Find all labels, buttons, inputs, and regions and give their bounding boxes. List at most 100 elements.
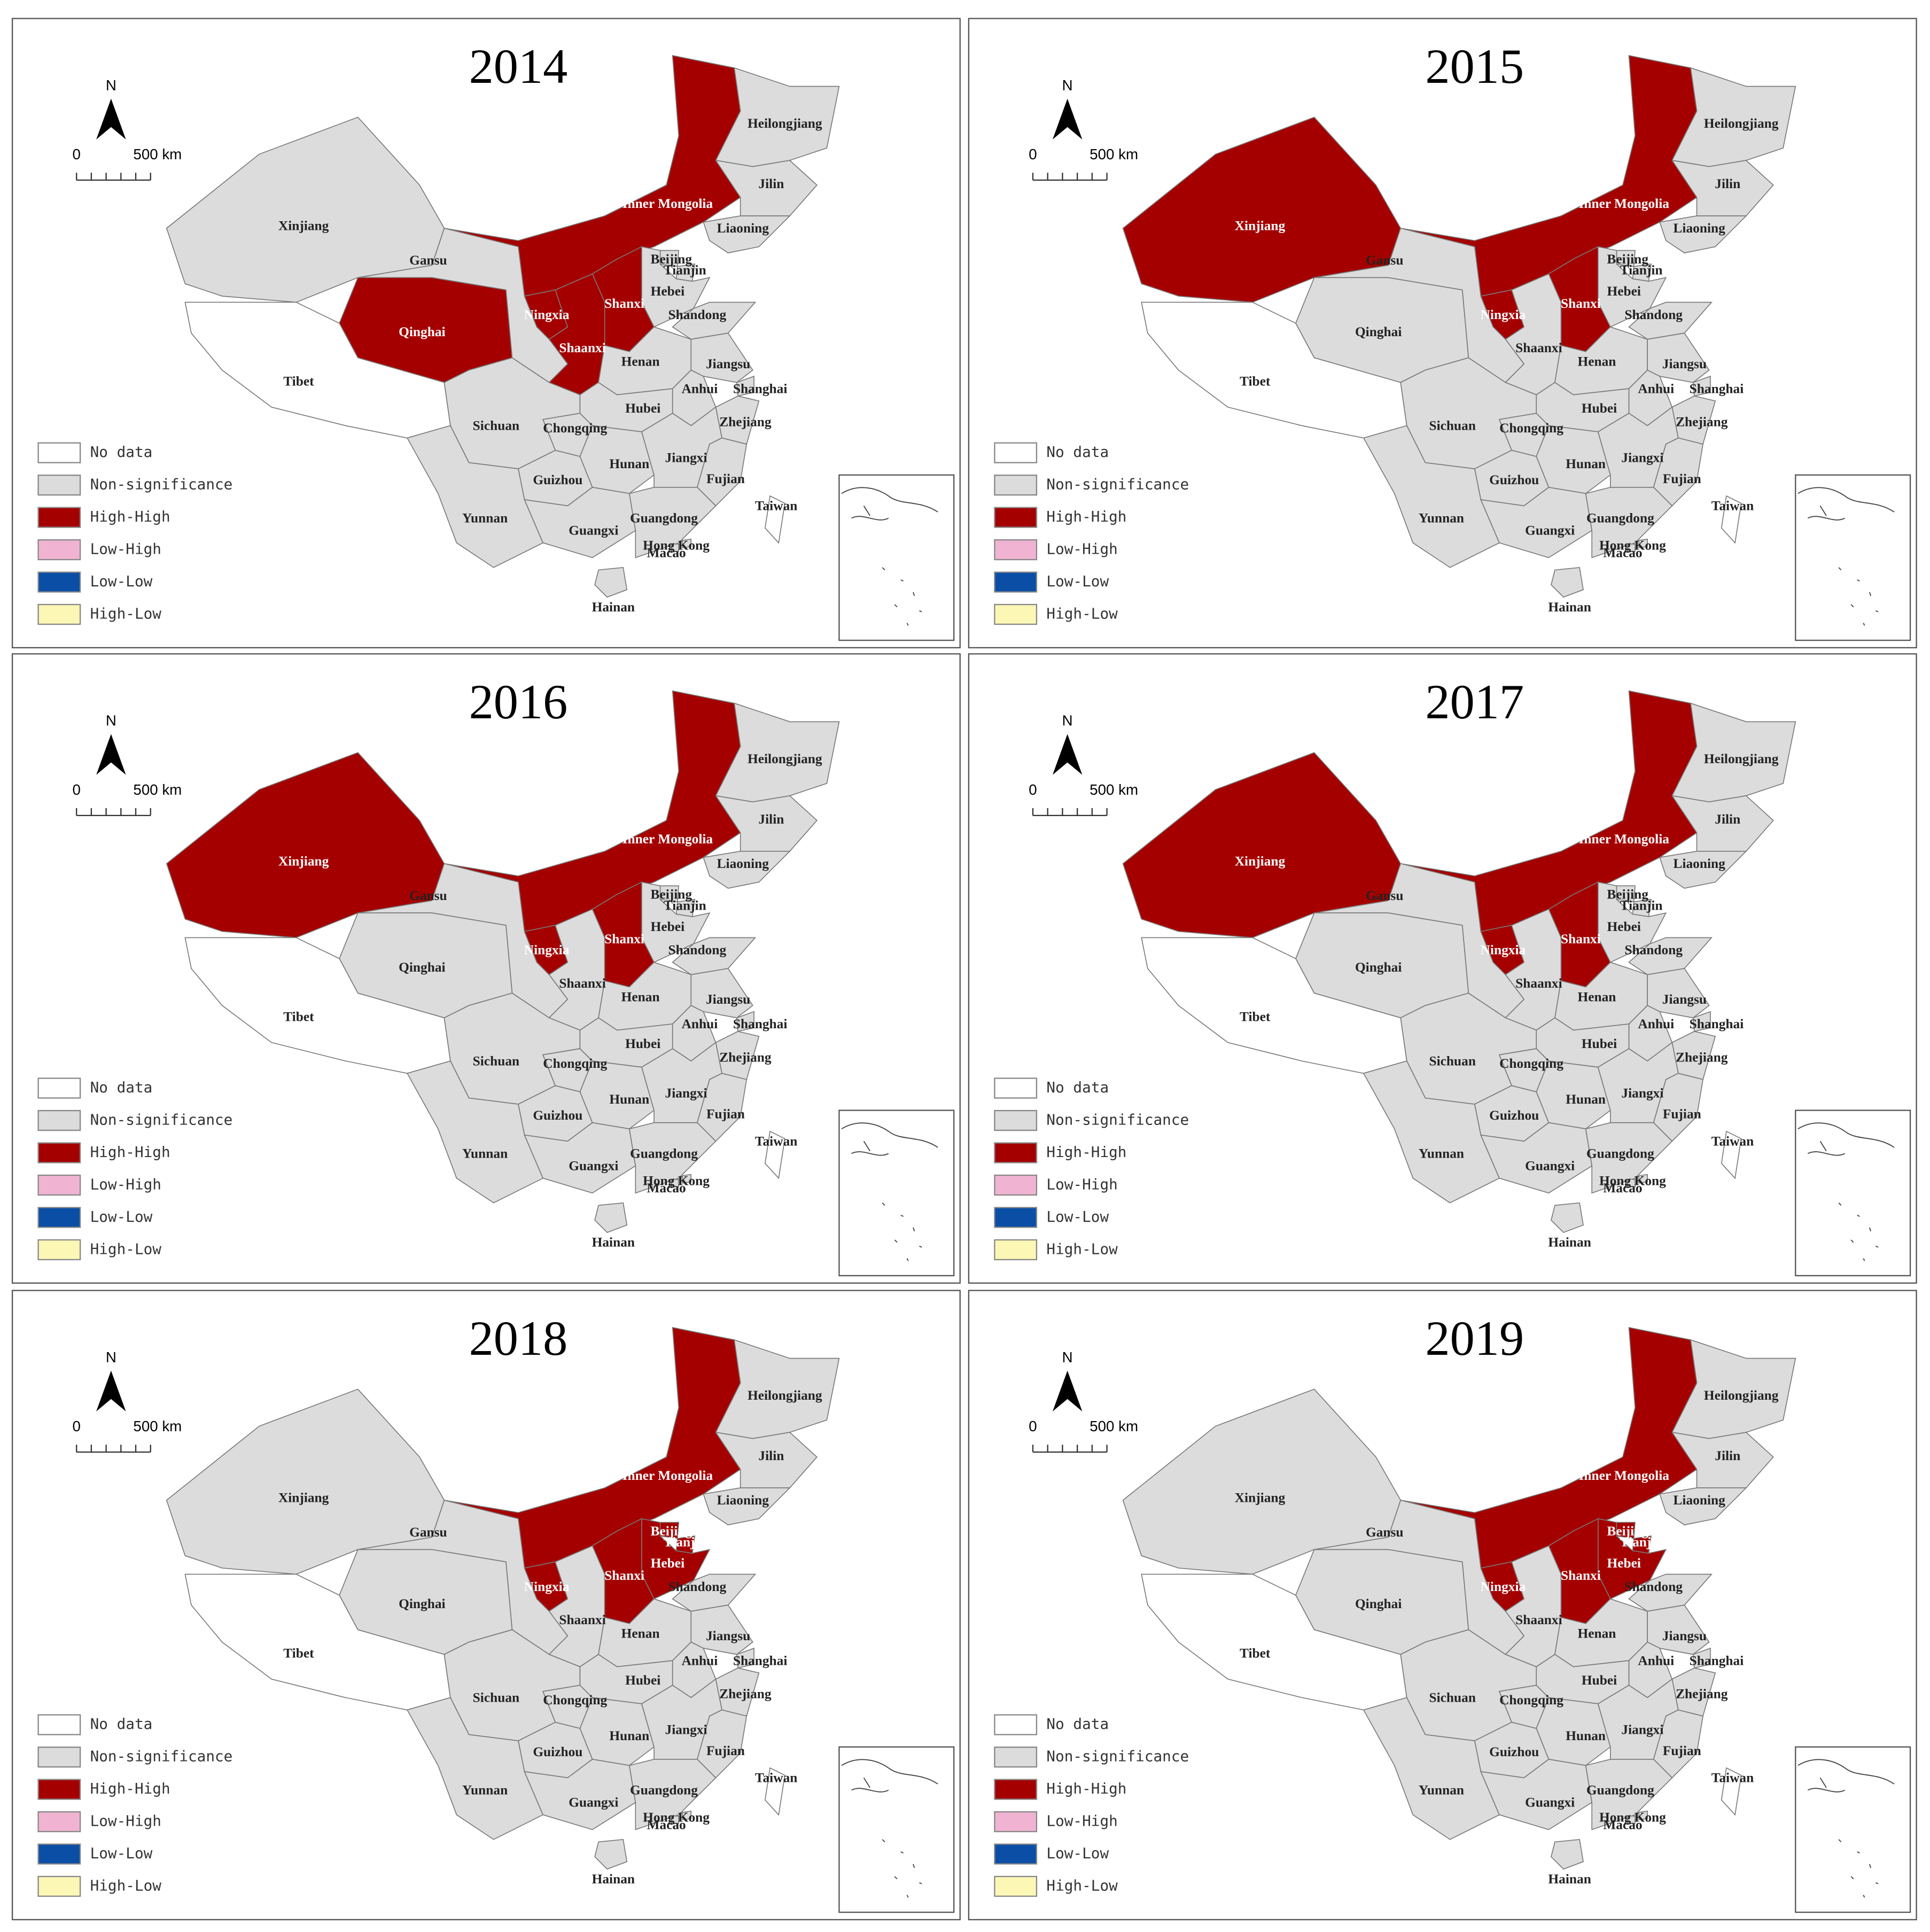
province-label: Hainan <box>1548 600 1591 615</box>
province-label: Macao <box>647 1817 686 1832</box>
province-label: Jilin <box>758 812 784 827</box>
inset-frame <box>838 1109 955 1277</box>
province <box>1551 567 1584 598</box>
province-label: Qinghai <box>1355 1596 1402 1611</box>
legend-swatch <box>994 1747 1038 1768</box>
province-label: Hunan <box>1566 1092 1606 1107</box>
north-label: N <box>1062 1349 1073 1365</box>
province-label: Yunnan <box>1419 1783 1464 1798</box>
province-label: Yunnan <box>462 1783 508 1798</box>
legend-label: No data <box>1046 443 1109 461</box>
legend-swatch <box>994 1207 1038 1228</box>
legend-label: High-Low <box>1046 1240 1118 1258</box>
legend-label: High-Low <box>90 1240 162 1258</box>
province-label: Shanxi <box>604 1568 644 1583</box>
legend-swatch <box>994 1779 1038 1800</box>
legend-label: Low-High <box>1046 540 1117 558</box>
legend-swatch <box>37 539 81 561</box>
north-arrow <box>96 1370 126 1411</box>
province-label: Jiangsu <box>1662 1628 1707 1643</box>
province-label: Gansu <box>1366 888 1404 903</box>
province-label: Jiangsu <box>706 356 750 371</box>
province-label: Tianjin <box>664 1535 706 1550</box>
province <box>671 1179 680 1188</box>
legend-label: High-High <box>90 1780 170 1797</box>
inset-islands <box>1838 567 1879 626</box>
province-label: Chongqing <box>543 1693 607 1708</box>
province-label: Ningxia <box>524 943 570 958</box>
province-label: Hong Kong <box>1599 1173 1666 1188</box>
province-label: Jilin <box>758 1448 784 1463</box>
inset-coast <box>1797 1122 1895 1156</box>
province-label: Tibet <box>1240 1009 1271 1024</box>
panel-title: 2018 <box>469 1311 568 1365</box>
province-label: Yunnan <box>462 511 508 526</box>
province-label: Henan <box>621 1626 660 1641</box>
province <box>682 1810 692 1820</box>
province-label: Inner Mongolia <box>1579 1468 1670 1483</box>
province-label: Shaanxi <box>1515 340 1562 355</box>
province-label: Xinjiang <box>1235 1491 1286 1506</box>
province-label: Xinjiang <box>1235 854 1286 868</box>
province <box>736 1011 754 1032</box>
province <box>1627 1815 1636 1824</box>
province-label: Chongqing <box>543 1056 607 1071</box>
inset-coast <box>841 487 938 521</box>
province-label: Fujian <box>1663 1107 1701 1122</box>
province-label: Guangxi <box>569 1795 618 1810</box>
province-label: Shanghai <box>1690 1017 1744 1031</box>
province-label: Tianjin <box>664 263 706 278</box>
province-label: Jiangxi <box>1621 451 1663 465</box>
legend-swatch <box>994 1811 1038 1833</box>
province-label: Guizhou <box>1489 1108 1539 1123</box>
inset-coast <box>841 1122 938 1156</box>
province-label: Liaoning <box>717 856 769 871</box>
province-label: Shandong <box>1624 307 1683 322</box>
province-label: Tibet <box>283 374 314 389</box>
province-label: Shanghai <box>733 381 788 396</box>
inset-islands <box>882 1202 922 1261</box>
province <box>1638 1174 1648 1184</box>
province-label: Guizhou <box>533 1108 582 1123</box>
province <box>1721 1130 1742 1180</box>
scale-start: 0 <box>72 781 80 798</box>
province-label: Beijing <box>651 887 692 902</box>
inset-islands <box>882 567 922 626</box>
legend-swatch <box>37 1811 81 1833</box>
province <box>1671 1431 1774 1488</box>
province-label: Jiangxi <box>665 1722 707 1737</box>
province-label: Liaoning <box>1673 221 1725 236</box>
province <box>1638 1810 1648 1820</box>
legend-swatch <box>994 475 1038 496</box>
province-label: Anhui <box>682 381 718 396</box>
legend-label: Non-significance <box>90 1111 233 1129</box>
province-label: Hubei <box>625 1036 660 1051</box>
scale-label: 500 km <box>1089 146 1138 162</box>
legend-label: Non-significance <box>90 1748 233 1765</box>
inset-frame <box>1795 474 1911 641</box>
province-label: Chongqing <box>1499 421 1563 436</box>
legend-label: Non-significance <box>90 476 233 493</box>
scale-label: 500 km <box>133 781 182 798</box>
province-label: Heilongjiang <box>748 116 822 131</box>
province-label: Fujian <box>706 1107 745 1122</box>
scale-start: 0 <box>1029 146 1037 162</box>
province-label: Hong Kong <box>1599 538 1666 553</box>
province-label: Ningxia <box>1481 1579 1526 1594</box>
province <box>765 1130 785 1180</box>
legend-label: Low-Low <box>1046 1844 1109 1862</box>
scale-label: 500 km <box>133 1418 182 1434</box>
legend-swatch <box>37 571 81 593</box>
province-label: Jiangxi <box>665 451 707 465</box>
province-label: Anhui <box>682 1653 718 1668</box>
province-label: Tibet <box>1240 374 1271 389</box>
province-label: Anhui <box>682 1017 718 1031</box>
province-label: Hainan <box>592 600 635 615</box>
province-label: Sichuan <box>1429 1053 1476 1068</box>
province-label: Guizhou <box>533 1744 582 1759</box>
panel-title: 2016 <box>469 674 568 729</box>
province <box>1585 487 1673 558</box>
province-label: Hubei <box>1582 1673 1617 1688</box>
panel-title: 2015 <box>1425 39 1524 94</box>
